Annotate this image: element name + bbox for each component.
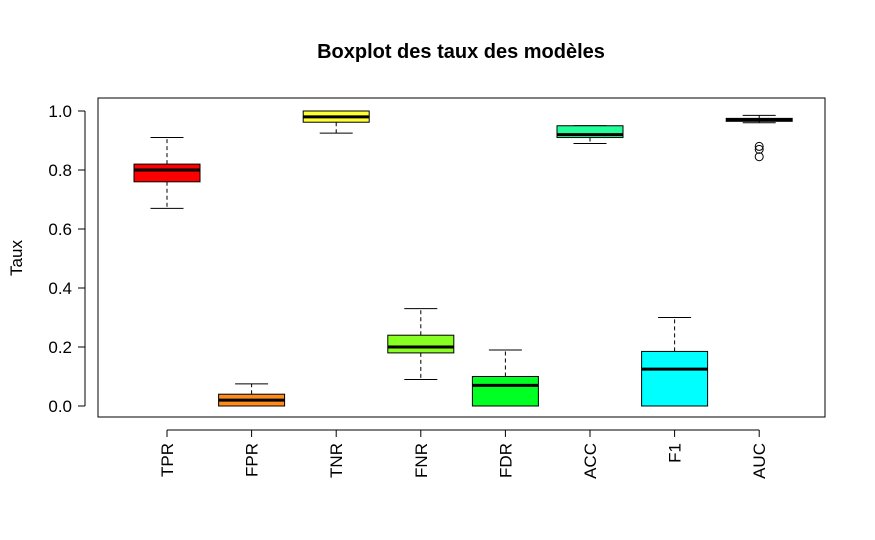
box-body: [387, 334, 455, 354]
box-body: [556, 125, 624, 139]
boxes-layer: [133, 110, 793, 407]
x-tick-label: TNR: [327, 443, 346, 478]
box-body: [641, 350, 709, 407]
x-tick-label: FNR: [412, 443, 431, 478]
box-tpr: [133, 137, 201, 209]
y-tick-label: 0.8: [48, 161, 72, 180]
y-tick-label: 1.0: [48, 102, 72, 121]
y-tick-label: 0.0: [48, 397, 72, 416]
outlier-point: [754, 152, 764, 162]
y-tick-label: 0.4: [48, 279, 72, 298]
box-auc: [725, 114, 793, 162]
outlier-point: [754, 144, 764, 154]
box-tnr: [302, 110, 370, 134]
outlier-point: [754, 141, 764, 151]
x-tick-label: FDR: [496, 443, 515, 478]
box-f1: [641, 317, 709, 407]
y-tick-label: 0.6: [48, 220, 72, 239]
chart-title: Boxplot des taux des modèles: [317, 41, 605, 63]
x-tick-label: AUC: [750, 443, 769, 479]
x-tick-label: ACC: [581, 443, 600, 479]
x-axis: TPR FPR TNR FNR FDR ACC F1 AUC: [158, 429, 769, 479]
box-body: [133, 163, 201, 183]
y-axis: 0.0 0.2 0.4 0.6 0.8 1.0: [48, 102, 86, 416]
box-fpr: [218, 383, 286, 407]
x-tick-label: F1: [666, 443, 685, 463]
y-axis-label: Taux: [7, 240, 26, 276]
x-tick-label: FPR: [243, 443, 262, 477]
y-tick-label: 0.2: [48, 338, 72, 357]
box-fdr: [471, 349, 539, 407]
box-acc: [556, 125, 624, 144]
box-fnr: [387, 308, 455, 380]
x-tick-label: TPR: [158, 443, 177, 477]
box-body: [471, 376, 539, 407]
plot-frame: [97, 97, 826, 418]
